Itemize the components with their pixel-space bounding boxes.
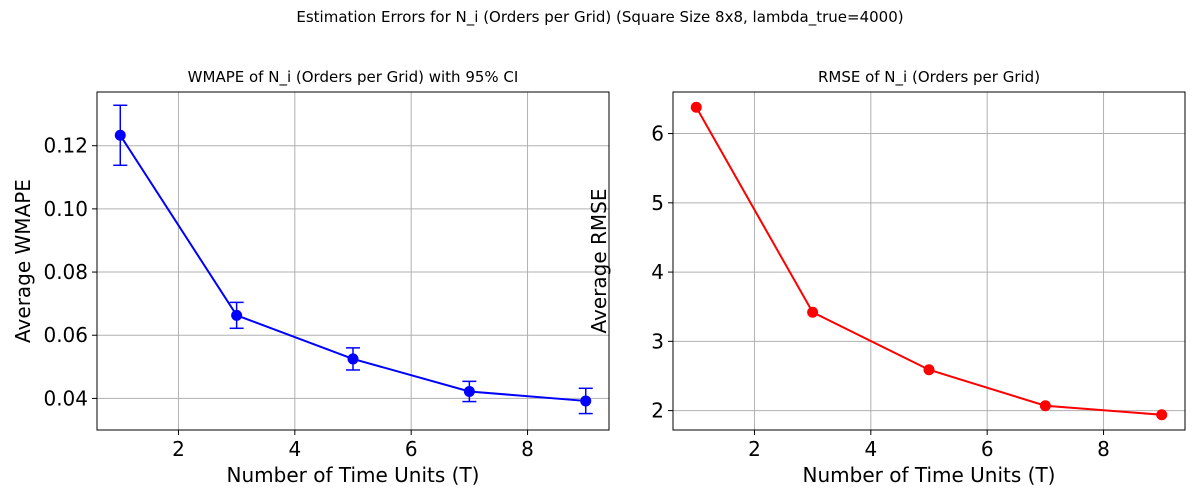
x-tick-label: 4 <box>288 437 301 461</box>
y-tick-label: 0.06 <box>43 323 88 347</box>
data-point <box>347 353 359 365</box>
y-axis-label: Average RMSE <box>587 189 611 334</box>
data-point <box>231 309 243 321</box>
y-axis-label: Average WMAPE <box>11 179 35 343</box>
x-tick-label: 6 <box>405 437 418 461</box>
data-point <box>807 306 819 318</box>
y-tick-label: 2 <box>651 399 664 423</box>
chart-title: WMAPE of N_i (Orders per Grid) with 95% … <box>188 68 519 87</box>
y-tick-label: 5 <box>651 191 664 215</box>
x-tick-label: 2 <box>172 437 185 461</box>
data-point <box>923 364 935 376</box>
y-tick-label: 6 <box>651 122 664 146</box>
y-tick-label: 0.08 <box>43 260 88 284</box>
y-tick-label: 0.10 <box>43 197 88 221</box>
data-point <box>690 101 702 113</box>
figure-suptitle: Estimation Errors for N_i (Orders per Gr… <box>296 8 904 26</box>
data-point <box>463 385 475 397</box>
axes-frame <box>672 91 1186 431</box>
y-tick-label: 4 <box>651 260 664 284</box>
x-tick-label: 4 <box>864 437 877 461</box>
axes-frame <box>96 91 610 431</box>
x-tick-label: 2 <box>748 437 761 461</box>
y-tick-label: 0.12 <box>43 134 88 158</box>
wmape-chart: 2 4 6 8 0.04 0.06 0.08 0.10 0.12 WMAPE of N_i (Or… <box>11 68 610 487</box>
x-tick-label: 6 <box>981 437 994 461</box>
y-tick-label: 0.04 <box>43 386 88 410</box>
x-tick-label: 8 <box>521 437 534 461</box>
chart-title: RMSE of N_i (Orders per Grid) <box>818 68 1040 87</box>
data-point <box>114 129 126 141</box>
x-axis-label: Number of Time Units (T) <box>227 463 480 487</box>
x-tick-label: 8 <box>1097 437 1110 461</box>
x-axis-label: Number of Time Units (T) <box>803 463 1056 487</box>
y-tick-label: 3 <box>651 329 664 353</box>
data-point <box>1156 409 1168 421</box>
rmse-chart: 2 4 6 8 2 3 4 5 6 RMSE of N_i (Orders per Grid) Nu… <box>587 68 1186 487</box>
data-point <box>1039 400 1051 412</box>
data-point <box>580 395 592 407</box>
